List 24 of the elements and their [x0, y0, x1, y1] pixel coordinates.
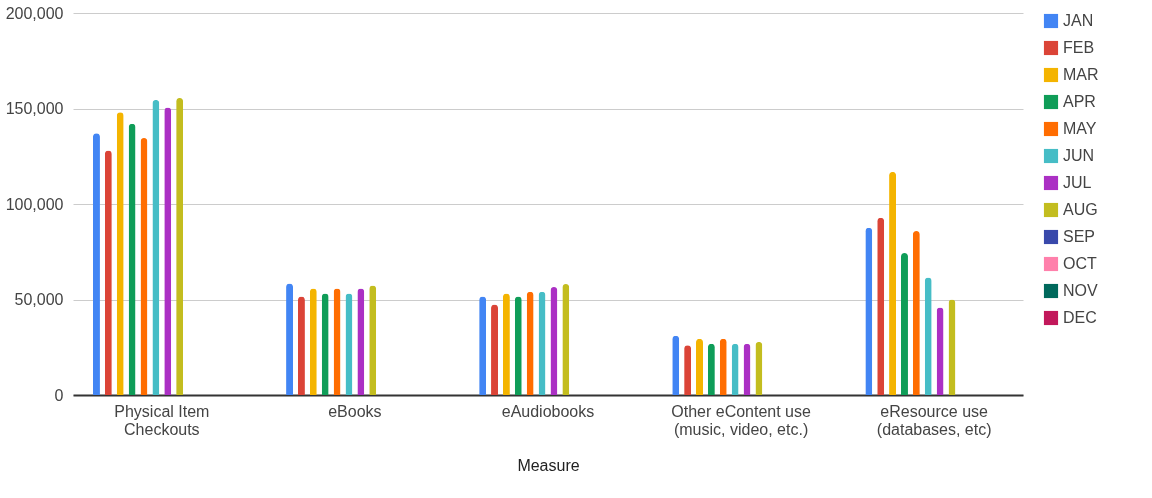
y-tick-label: 0: [54, 386, 64, 404]
y-tick-label: 150,000: [5, 100, 64, 117]
x-tick-label: eResource use (databases, etc): [876, 402, 992, 438]
legend-label: AUG: [1063, 201, 1098, 218]
legend-label: OCT: [1063, 255, 1097, 272]
legend-label: JUL: [1063, 174, 1092, 191]
y-tick-label: 100,000: [5, 195, 64, 213]
x-tick-label: eAudiobooks: [501, 402, 595, 420]
legend-label: SEP: [1063, 228, 1096, 245]
y-tick-label: 50,000: [14, 291, 64, 308]
legend-label: APR: [1063, 93, 1096, 110]
x-tick-label: eBooks: [328, 402, 382, 420]
legend-label: MAY: [1063, 120, 1097, 137]
legend-label: MAR: [1063, 66, 1099, 83]
legend-label: JUN: [1063, 147, 1095, 164]
bar: [696, 338, 703, 395]
legend-label: FEB: [1063, 39, 1095, 56]
legend-label: NOV: [1063, 282, 1098, 299]
x-axis-title: Measure: [517, 456, 580, 474]
x-tick-label: Other eContent use (music, video, etc.): [671, 402, 812, 438]
legend-label: DEC: [1063, 309, 1097, 326]
x-tick-label: Physical Item Checkouts: [114, 402, 210, 438]
y-tick-label: 200,000: [5, 4, 64, 22]
legend-label: JAN: [1063, 12, 1094, 29]
